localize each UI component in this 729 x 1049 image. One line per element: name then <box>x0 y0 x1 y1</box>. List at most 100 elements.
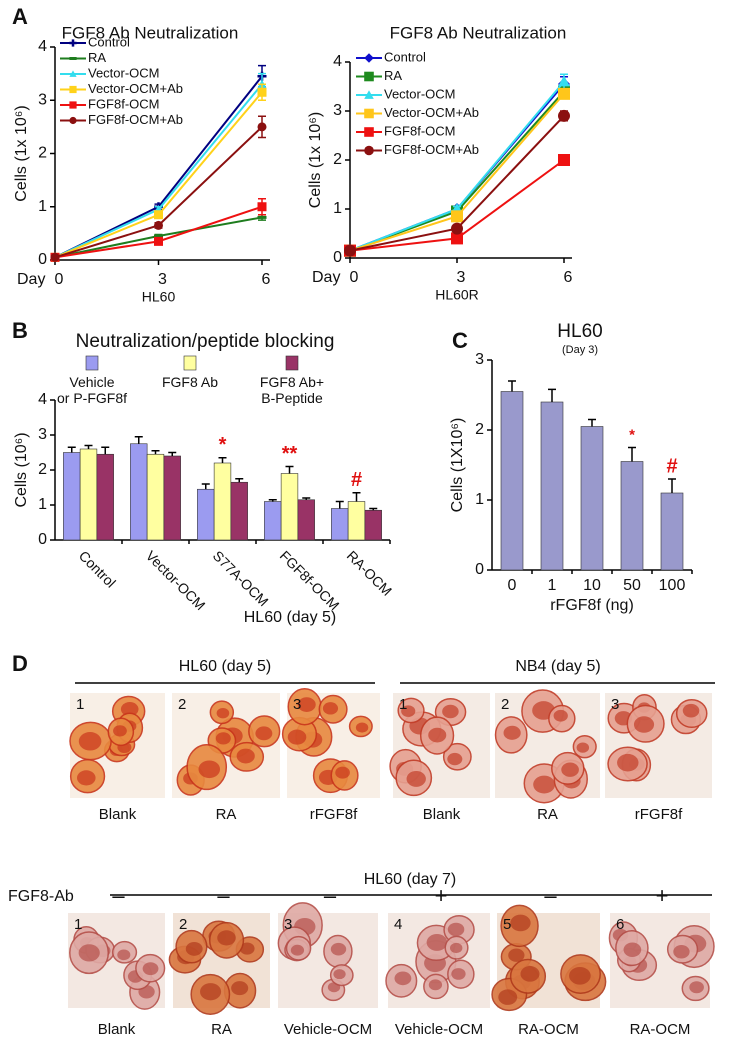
nucleus <box>185 942 203 956</box>
bar <box>500 391 524 571</box>
legend-label: FGF8f-OCM+Ab <box>384 142 479 157</box>
treatment-sign: + <box>435 883 448 908</box>
legend-marker <box>364 145 374 156</box>
legend-label: Control <box>384 49 426 64</box>
error-bar <box>101 446 110 455</box>
image-number: 1 <box>76 696 84 713</box>
data-point <box>154 220 163 230</box>
image-number: 3 <box>611 696 619 713</box>
chart-title: HL60 <box>557 321 602 342</box>
image-number: 4 <box>394 916 402 933</box>
nucleus <box>689 981 704 994</box>
legend-swatch <box>85 355 99 371</box>
x-prefix: Day <box>17 271 45 288</box>
group-title: HL60 (day 5) <box>179 658 272 675</box>
nucleus <box>78 732 102 751</box>
bar <box>297 499 315 541</box>
nucleus <box>623 942 642 957</box>
image-caption: Vehicle-OCM <box>284 1021 372 1038</box>
data-point <box>558 75 570 87</box>
data-point <box>558 154 570 166</box>
nucleus <box>290 944 305 956</box>
data-point <box>451 232 463 245</box>
y-tick-label: 3 <box>38 426 47 443</box>
data-point <box>257 202 267 212</box>
nucleus <box>576 742 590 753</box>
panel-label: B <box>12 318 28 343</box>
nucleus <box>510 914 531 932</box>
y-tick-label: 2 <box>38 461 47 478</box>
nucleus <box>330 942 347 956</box>
x-tick-label: S77A-OCM <box>210 547 272 609</box>
error-bar <box>168 451 177 456</box>
y-tick-label: 3 <box>38 91 47 108</box>
x-axis-label: HL60 <box>142 289 176 305</box>
image-number: 1 <box>74 916 82 933</box>
nucleus <box>255 726 273 741</box>
x-tick-label: 0 <box>350 269 359 286</box>
error-bar <box>201 483 210 490</box>
x-axis-label: HL60 (day 5) <box>244 609 337 626</box>
legend-marker <box>69 39 77 47</box>
panel-label: A <box>12 4 28 29</box>
x-tick-label: 50 <box>623 577 641 594</box>
y-tick-label: 4 <box>333 53 342 70</box>
error-bar <box>84 444 93 449</box>
y-tick-label: 1 <box>333 200 342 217</box>
data-point <box>257 87 267 97</box>
error-bar <box>335 500 344 509</box>
nucleus <box>498 989 518 1005</box>
bar <box>213 462 232 541</box>
error-bar <box>588 418 596 427</box>
chart-title: FGF8 Ab Neutralization <box>390 23 567 42</box>
treatment-sign: + <box>656 883 669 908</box>
bar <box>63 452 81 541</box>
data-point <box>451 210 463 223</box>
image-caption: Blank <box>98 1021 136 1038</box>
nucleus <box>426 933 448 951</box>
chart-title: FGF8 Ab Neutralization <box>62 23 239 42</box>
data-point <box>451 222 463 235</box>
legend-marker <box>364 71 374 82</box>
image-number: 5 <box>503 916 511 933</box>
y-tick-label: 2 <box>333 151 342 168</box>
x-tick-label: 6 <box>262 271 271 288</box>
group-title: HL60 (day 7) <box>364 871 457 888</box>
bar <box>264 501 282 541</box>
legend-label: FGF8f-OCM+Ab <box>88 112 183 127</box>
nucleus <box>236 748 255 764</box>
y-tick-label: 4 <box>38 391 47 408</box>
error-bar <box>668 478 676 493</box>
x-tick-label: 0 <box>508 577 517 594</box>
nucleus <box>76 770 96 786</box>
legend-marker <box>364 127 374 137</box>
error-bar <box>235 478 244 483</box>
legend-swatch <box>183 355 197 371</box>
bar <box>620 461 644 571</box>
image-caption: RA <box>216 806 237 823</box>
legend-marker <box>364 90 374 99</box>
legend-marker <box>364 108 374 119</box>
nucleus <box>322 702 339 715</box>
nucleus <box>617 753 639 772</box>
bar <box>197 488 215 541</box>
nucleus <box>553 709 568 722</box>
y-tick-label: 3 <box>333 102 342 119</box>
significance-mark: ** <box>282 443 298 465</box>
image-number: 6 <box>616 916 624 933</box>
image-caption: RA-OCM <box>518 1021 579 1038</box>
treatment-sign: – <box>112 883 125 908</box>
x-tick-label: 0 <box>55 271 64 288</box>
treatment-sign: – <box>217 883 230 908</box>
y-tick-label: 1 <box>38 496 47 513</box>
image-number: 2 <box>501 696 509 713</box>
x-tick-label: 10 <box>583 577 601 594</box>
nucleus <box>442 704 459 719</box>
error-bar <box>151 450 160 455</box>
nucleus <box>682 703 700 718</box>
bar <box>130 443 148 541</box>
nucleus <box>297 697 316 712</box>
row-label: FGF8-Ab <box>8 888 74 905</box>
error-bar <box>628 446 636 462</box>
y-tick-label: 3 <box>475 351 484 368</box>
